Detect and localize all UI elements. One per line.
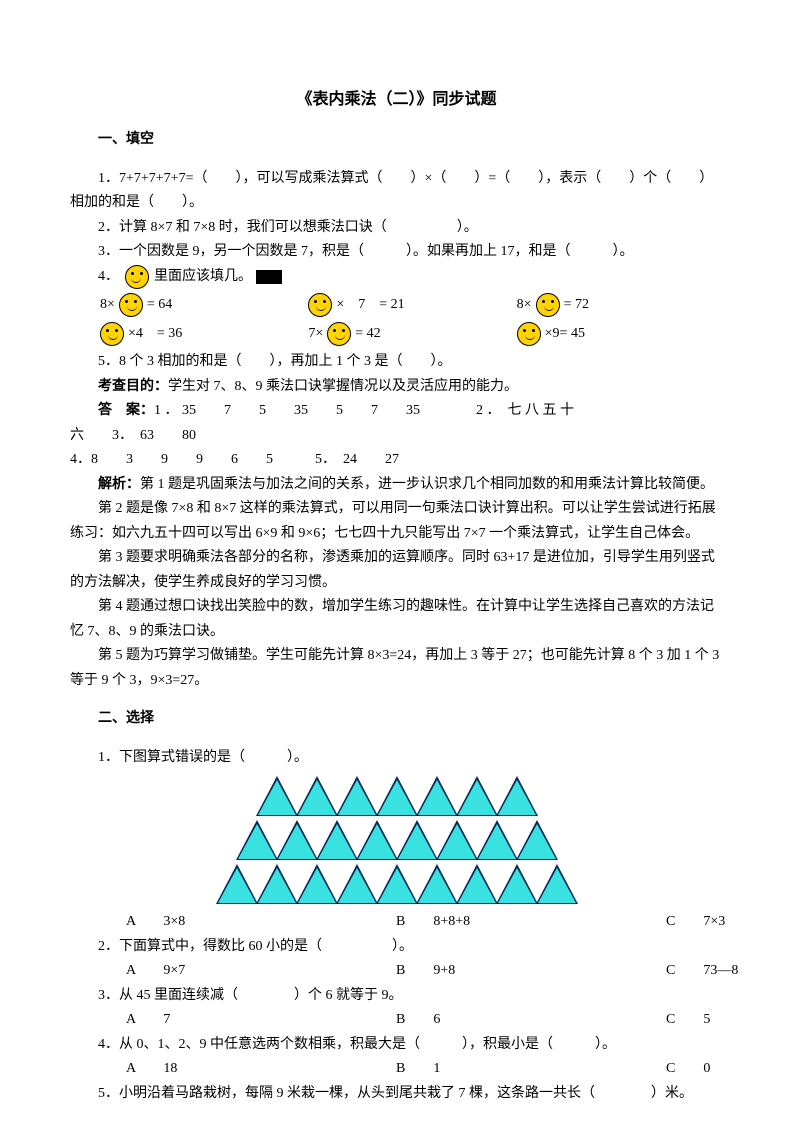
triangle-icon bbox=[256, 864, 298, 906]
triangle-row bbox=[197, 820, 597, 862]
smiley-icon bbox=[327, 322, 351, 346]
triangle-icon bbox=[456, 864, 498, 906]
eq-4: ×4 = 36 bbox=[98, 322, 306, 347]
q2-2: 2．下面算式中，得数比 60 小的是（ ）。 bbox=[70, 935, 723, 960]
triangle-icon bbox=[356, 820, 398, 862]
triangle-icon bbox=[336, 864, 378, 906]
triangle-icon bbox=[456, 776, 498, 818]
q1-3: 3．一个因数是 9，另一个因数是 7，积是（ ）。如果再加上 17，和是（ ）。 bbox=[70, 240, 723, 265]
eq-3: 8× = 72 bbox=[515, 293, 723, 318]
page-title: 《表内乘法（二）》同步试题 bbox=[70, 86, 723, 114]
triangle-icon bbox=[296, 776, 338, 818]
triangle-icon bbox=[396, 820, 438, 862]
q1-2: 2．计算 8×7 和 7×8 时，我们可以想乘法口诀（ ）。 bbox=[70, 216, 723, 241]
triangle-icon bbox=[516, 820, 558, 862]
q1-5: 5．8 个 3 相加的和是（ ），再加上 1 个 3 是（ ）。 bbox=[70, 350, 723, 375]
triangle-icon bbox=[436, 820, 478, 862]
smiley-icon bbox=[536, 293, 560, 317]
aim-label: 考查目的： bbox=[98, 379, 168, 394]
smiley-icon bbox=[125, 265, 149, 289]
q2-1: 1．下图算式错误的是（ ）。 bbox=[70, 746, 723, 771]
section-2-heading: 二、选择 bbox=[70, 707, 723, 732]
option-b: B 1 bbox=[396, 1057, 666, 1082]
eq-row-1: 8× = 64 × 7 = 21 8× = 72 bbox=[70, 293, 723, 318]
q2-1-options: A 3×8 B 8+8+8 C 7×3 bbox=[70, 910, 723, 935]
explain-1-text: 第 1 题是巩固乘法与加法之间的关系，进一步认识求几个相同加数的和用乘法计算比较… bbox=[140, 477, 714, 492]
explain-label: 解析： bbox=[98, 477, 140, 492]
answer-line-1b: 六 3． 63 80 bbox=[70, 424, 723, 449]
q1-1: 1．7+7+7+7+7=（ ），可以写成乘法算式（ ）×（ ）=（ ），表示（ … bbox=[70, 167, 723, 216]
q1-4: 4． 里面应该填几。 bbox=[70, 265, 723, 290]
aim-text: 学生对 7、8、9 乘法口诀掌握情况以及灵活应用的能力。 bbox=[168, 379, 518, 394]
smiley-icon bbox=[517, 322, 541, 346]
triangle-icon bbox=[376, 776, 418, 818]
explain-3: 第 3 题要求明确乘法各部分的名称，渗透乘加的运算顺序。同时 63+17 是进位… bbox=[70, 546, 723, 595]
eq-row-2: ×4 = 36 7× = 42 ×9= 45 bbox=[70, 322, 723, 347]
q2-4: 4．从 0、1、2、9 中任意选两个数相乘，积最大是（ ），积最小是（ ）。 bbox=[70, 1033, 723, 1058]
option-a: A 18 bbox=[126, 1057, 396, 1082]
eq-6: ×9= 45 bbox=[515, 322, 723, 347]
triangle-icon bbox=[296, 864, 338, 906]
option-a: A 3×8 bbox=[126, 910, 396, 935]
triangle-figure bbox=[197, 776, 597, 906]
answer-line-1: 答 案：1 ． 35 7 5 35 5 7 35 2 ． 七 八 五 十 bbox=[70, 399, 723, 424]
option-a: A 7 bbox=[126, 1008, 396, 1033]
section-1-heading: 一、填空 bbox=[70, 128, 723, 153]
answer-label: 答 案： bbox=[98, 403, 154, 418]
triangle-icon bbox=[316, 820, 358, 862]
q1-4-num: 4． bbox=[98, 269, 119, 284]
option-b: B 6 bbox=[396, 1008, 666, 1033]
eq-5: 7× = 42 bbox=[306, 322, 514, 347]
option-a: A 9×7 bbox=[126, 959, 396, 984]
triangle-icon bbox=[376, 864, 418, 906]
explain-5: 第 5 题为巧算学习做铺垫。学生可能先计算 8×3=24，再加上 3 等于 27… bbox=[70, 644, 723, 693]
triangle-icon bbox=[416, 776, 458, 818]
smiley-icon bbox=[119, 293, 143, 317]
eq-2: × 7 = 21 bbox=[306, 293, 514, 318]
smiley-icon bbox=[100, 322, 124, 346]
option-c: C 0 bbox=[666, 1057, 710, 1082]
option-b: B 8+8+8 bbox=[396, 910, 666, 935]
triangle-icon bbox=[236, 820, 278, 862]
option-c: C 5 bbox=[666, 1008, 710, 1033]
black-box-icon bbox=[256, 270, 282, 284]
triangle-icon bbox=[276, 820, 318, 862]
triangle-icon bbox=[476, 820, 518, 862]
explain-4: 第 4 题通过想口诀找出笑脸中的数，增加学生练习的趣味性。在计算中让学生选择自己… bbox=[70, 595, 723, 644]
triangle-row bbox=[197, 776, 597, 818]
triangle-icon bbox=[496, 864, 538, 906]
triangle-row bbox=[197, 864, 597, 906]
explain-2: 第 2 题是像 7×8 和 8×7 这样的乘法算式，可以用同一句乘法口诀计算出积… bbox=[70, 497, 723, 546]
explain-1: 解析：第 1 题是巩固乘法与加法之间的关系，进一步认识求几个相同加数的和用乘法计… bbox=[70, 473, 723, 498]
q1-4-text: 里面应该填几。 bbox=[154, 269, 252, 284]
q2-5: 5．小明沿着马路栽树，每隔 9 米栽一棵，从头到尾共栽了 7 棵，这条路一共长（… bbox=[70, 1082, 723, 1107]
q2-4-options: A 18 B 1 C 0 bbox=[70, 1057, 723, 1082]
eq-1: 8× = 64 bbox=[98, 293, 306, 318]
option-c: C 7×3 bbox=[666, 910, 725, 935]
triangle-icon bbox=[216, 864, 258, 906]
smiley-icon bbox=[308, 293, 332, 317]
triangle-icon bbox=[336, 776, 378, 818]
triangle-icon bbox=[536, 864, 578, 906]
answer-line-2: 4．8 3 9 9 6 5 5． 24 27 bbox=[70, 448, 723, 473]
option-c: C 73—8 bbox=[666, 959, 738, 984]
aim: 考查目的：学生对 7、8、9 乘法口诀掌握情况以及灵活应用的能力。 bbox=[70, 375, 723, 400]
answer-1: 1 ． 35 7 5 35 5 7 35 2 ． 七 八 五 十 bbox=[154, 403, 574, 418]
triangle-icon bbox=[416, 864, 458, 906]
triangle-icon bbox=[256, 776, 298, 818]
option-b: B 9+8 bbox=[396, 959, 666, 984]
q2-3: 3．从 45 里面连续减（ ）个 6 就等于 9。 bbox=[70, 984, 723, 1009]
q2-2-options: A 9×7 B 9+8 C 73—8 bbox=[70, 959, 723, 984]
triangle-icon bbox=[496, 776, 538, 818]
q2-3-options: A 7 B 6 C 5 bbox=[70, 1008, 723, 1033]
